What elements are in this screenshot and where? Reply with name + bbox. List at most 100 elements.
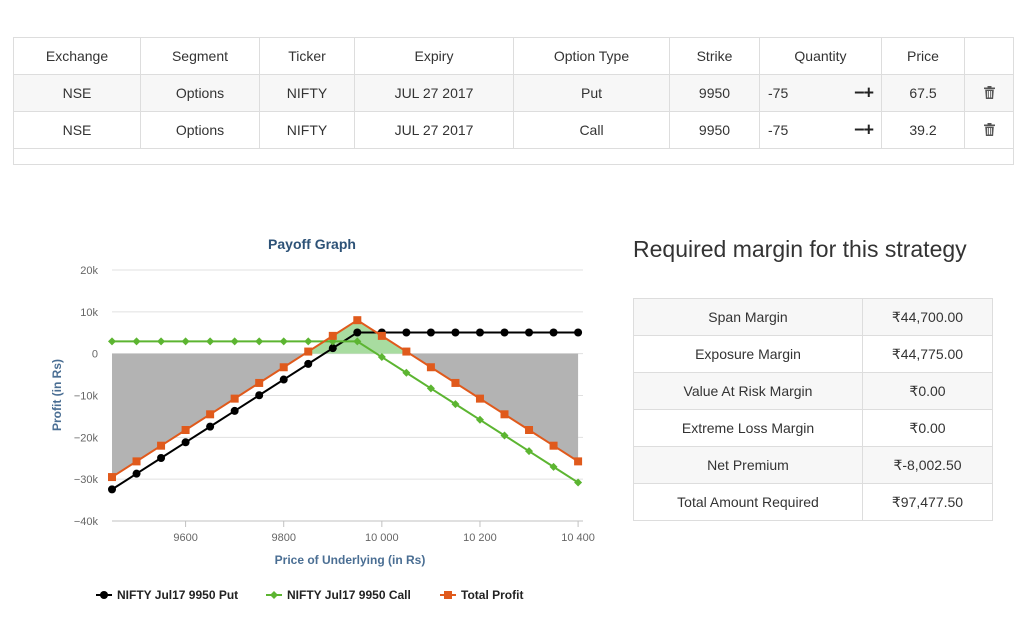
data-point xyxy=(475,394,484,403)
data-point xyxy=(181,337,190,346)
y-tick-label: −10k xyxy=(74,391,99,403)
header-actions xyxy=(964,37,1014,75)
data-point xyxy=(255,378,264,387)
data-point xyxy=(132,457,141,466)
legend-label: NIFTY Jul17 9950 Call xyxy=(287,588,411,602)
header-ticker: Ticker xyxy=(259,37,355,75)
data-point xyxy=(500,431,509,440)
x-axis-ticks: 9600 9800 10 000 10 200 10 400 xyxy=(112,520,595,544)
margin-label: Value At Risk Margin xyxy=(633,372,863,410)
cell-actions xyxy=(964,74,1014,112)
data-point xyxy=(181,426,190,435)
data-point xyxy=(402,328,411,337)
increase-quantity-button[interactable]: + xyxy=(863,119,873,140)
trash-icon[interactable] xyxy=(983,85,995,102)
data-point xyxy=(157,453,166,462)
data-point xyxy=(574,457,583,466)
data-point xyxy=(549,328,558,337)
legend-label: Total Profit xyxy=(461,588,523,602)
margin-value: ₹0.00 xyxy=(862,409,993,447)
legend-item: NIFTY Jul17 9950 Put xyxy=(96,588,238,602)
data-point xyxy=(377,353,386,362)
cell-strike: 9950 xyxy=(669,111,760,149)
margin-row: Extreme Loss Margin ₹0.00 xyxy=(633,409,993,447)
data-point xyxy=(525,447,534,456)
margin-label: Extreme Loss Margin xyxy=(633,409,863,447)
data-point xyxy=(402,347,411,356)
data-point xyxy=(132,469,141,478)
cell-strike: 9950 xyxy=(669,74,760,112)
data-point xyxy=(574,478,583,487)
header-quantity: Quantity xyxy=(759,37,882,75)
margin-row: Net Premium ₹-8,002.50 xyxy=(633,446,993,484)
data-point xyxy=(525,328,534,337)
positions-header-row: Exchange Segment Ticker Expiry Option Ty… xyxy=(13,37,1014,75)
chart-legend: NIFTY Jul17 9950 Put NIFTY Jul17 9950 Cal… xyxy=(96,588,523,602)
margin-value: ₹0.00 xyxy=(862,372,993,410)
table-row: NSE Options NIFTY JUL 27 2017 Put 9950 -… xyxy=(13,74,1014,112)
data-point xyxy=(304,347,313,356)
data-point xyxy=(328,331,337,340)
payoff-chart: Payoff Graph 20k 10k 0 −10k −20k −30k −40k 960… xyxy=(50,236,595,602)
cell-option-type: Put xyxy=(513,74,670,112)
y-tick-label: 10k xyxy=(80,307,98,319)
x-tick-label: 10 200 xyxy=(463,532,497,544)
y-tick-label: −20k xyxy=(74,432,99,444)
x-axis-title: Price of Underlying (in Rs) xyxy=(275,553,426,567)
header-expiry: Expiry xyxy=(354,37,514,75)
margin-panel-title: Required margin for this strategy xyxy=(633,236,967,262)
increase-quantity-button[interactable]: + xyxy=(863,82,873,103)
margin-label: Span Margin xyxy=(633,298,863,336)
y-tick-label: 0 xyxy=(92,349,98,361)
decrease-quantity-button[interactable]: − xyxy=(853,82,864,103)
data-point xyxy=(451,400,460,409)
positions-table: Exchange Segment Ticker Expiry Option Ty… xyxy=(13,37,1014,165)
chart-title: Payoff Graph xyxy=(268,236,356,252)
series-line xyxy=(111,331,579,491)
data-point xyxy=(426,384,435,393)
margin-label: Total Amount Required xyxy=(633,483,863,521)
series-line xyxy=(112,340,579,484)
data-point xyxy=(108,473,116,482)
series-1 xyxy=(108,328,583,494)
trash-icon[interactable] xyxy=(983,122,995,139)
data-point xyxy=(206,337,215,346)
chart-series xyxy=(108,316,583,494)
margin-value: ₹-8,002.50 xyxy=(862,446,993,484)
data-point xyxy=(279,337,288,346)
quantity-stepper: −+ xyxy=(853,82,874,104)
data-point xyxy=(353,337,362,346)
quantity-value: -75 xyxy=(768,85,789,101)
cell-option-type: Call xyxy=(513,111,670,149)
x-tick-label: 9800 xyxy=(271,532,295,544)
data-point xyxy=(426,363,435,372)
data-point xyxy=(157,337,166,346)
loss-area xyxy=(112,353,305,478)
cell-ticker: NIFTY xyxy=(259,74,355,112)
y-axis-title: Profit (in Rs) xyxy=(50,359,64,431)
data-point xyxy=(444,591,452,599)
y-axis-ticks: 20k 10k 0 −10k −20k −30k −40k xyxy=(74,265,99,528)
cell-ticker: NIFTY xyxy=(259,111,355,149)
cell-actions xyxy=(964,111,1014,149)
data-point xyxy=(230,337,239,346)
data-point xyxy=(132,337,141,346)
y-tick-label: −40k xyxy=(74,516,99,528)
legend-item: NIFTY Jul17 9950 Call xyxy=(266,588,411,602)
cell-quantity: -75 −+ xyxy=(759,74,882,112)
y-tick-label: 20k xyxy=(80,265,98,277)
margin-table: Span Margin ₹44,700.00 Exposure Margin ₹44… xyxy=(633,298,993,521)
data-point xyxy=(500,328,509,337)
header-option-type: Option Type xyxy=(513,37,670,75)
data-point xyxy=(377,331,386,340)
cell-exchange: NSE xyxy=(13,74,141,112)
data-point xyxy=(500,410,509,419)
data-point xyxy=(206,410,215,419)
data-point xyxy=(270,591,278,599)
decrease-quantity-button[interactable]: − xyxy=(853,119,864,140)
profit-area xyxy=(304,320,410,354)
data-point xyxy=(451,378,460,387)
series-line xyxy=(111,319,579,478)
empty-cell xyxy=(13,148,1014,165)
series-2 xyxy=(108,337,583,487)
